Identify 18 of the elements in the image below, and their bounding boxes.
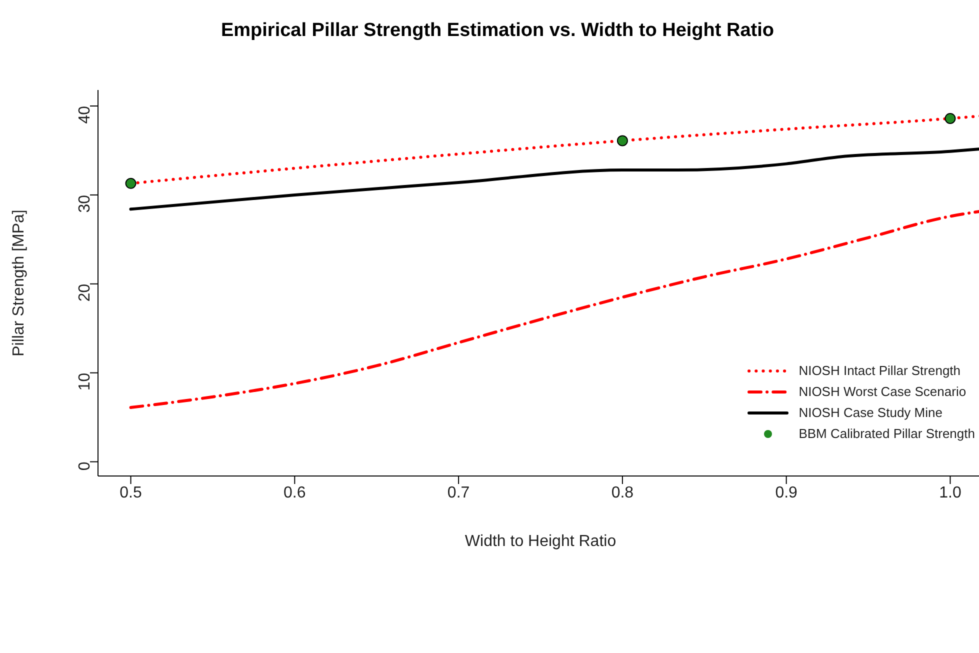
legend-label: NIOSH Case Study Mine: [798, 405, 942, 420]
chart-title: Empirical Pillar Strength Estimation vs. Width to Height Ratio: [220, 19, 775, 43]
legend-label: NIOSH Worst Case Scenario: [798, 384, 966, 399]
legend-label: NIOSH Intact Pillar Strength: [798, 363, 961, 378]
y-tick-label: 10: [76, 372, 94, 391]
y-tick-label: 30: [76, 194, 94, 213]
x-tick-label: 0.9: [775, 484, 798, 502]
y-tick-label: 20: [76, 284, 94, 302]
y-tick-label: 40: [76, 106, 94, 124]
y-tick-label: 0: [76, 462, 94, 471]
legend-label: BBM Calibrated Pillar Strength: [798, 426, 975, 441]
x-axis-title: Width to Height Ratio: [464, 533, 616, 550]
x-tick-label: 0.8: [611, 484, 634, 502]
x-tick-label: 0.6: [284, 484, 306, 502]
x-tick-label: 0.7: [447, 484, 470, 502]
y-axis-title: Pillar Strength [MPa]: [10, 210, 28, 356]
x-tick-label: 0.5: [120, 484, 142, 502]
x-tick-label: 1.0: [939, 484, 962, 502]
